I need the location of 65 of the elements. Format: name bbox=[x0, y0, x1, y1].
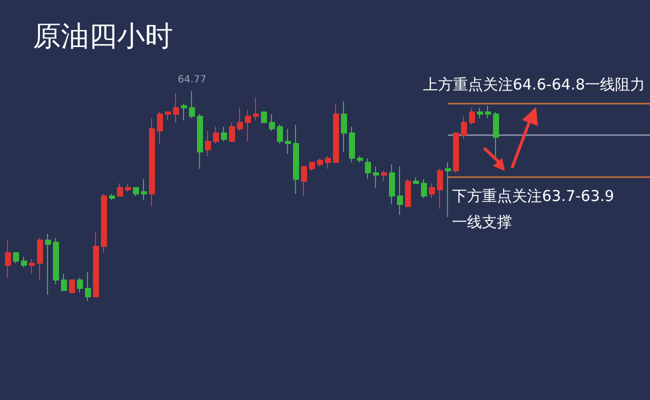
candlestick bbox=[221, 126, 227, 142]
candlestick bbox=[157, 112, 163, 144]
chart-title: 原油四小时 bbox=[33, 20, 173, 52]
candlestick bbox=[325, 156, 331, 170]
candlestick bbox=[429, 182, 435, 199]
candlestick bbox=[301, 166, 307, 196]
candlestick bbox=[245, 109, 251, 142]
candlestick bbox=[469, 107, 475, 126]
candlestick bbox=[421, 178, 427, 199]
candlestick bbox=[189, 90, 195, 119]
candlestick bbox=[5, 240, 11, 278]
candlestick bbox=[85, 271, 91, 302]
candlestick bbox=[461, 116, 467, 140]
candlestick bbox=[213, 126, 219, 144]
candlestick bbox=[205, 130, 211, 157]
candlestick bbox=[285, 128, 291, 154]
candlestick bbox=[357, 156, 363, 163]
candlestick bbox=[437, 168, 443, 210]
candlestick bbox=[341, 101, 347, 152]
candlestick bbox=[197, 114, 203, 170]
candlestick bbox=[277, 124, 283, 144]
candlestick bbox=[109, 193, 115, 201]
candlestick bbox=[365, 158, 371, 180]
candlestick bbox=[317, 158, 323, 168]
candlestick bbox=[237, 107, 243, 132]
candlestick bbox=[413, 176, 419, 184]
candlestick bbox=[77, 277, 83, 294]
candlestick bbox=[29, 258, 35, 274]
candlestick bbox=[253, 96, 259, 121]
candlestick bbox=[261, 112, 267, 123]
ref-line-label: 上方重点关注64.6-64.8一线阻力 bbox=[422, 76, 645, 94]
candlestick bbox=[373, 166, 379, 188]
candlestick bbox=[381, 170, 387, 182]
candlestick bbox=[453, 132, 459, 174]
candlestick bbox=[333, 103, 339, 163]
candlestick bbox=[69, 280, 75, 294]
candlestick bbox=[125, 182, 131, 192]
candlestick bbox=[389, 164, 395, 205]
candlestick bbox=[269, 114, 275, 132]
candlestick bbox=[101, 193, 107, 254]
ref-line-label: 下方重点关注63.7-63.9 一线支撑 bbox=[452, 187, 614, 232]
candlestick bbox=[141, 178, 147, 201]
candlestick bbox=[485, 105, 491, 119]
candlestick bbox=[293, 124, 299, 194]
candlestick bbox=[477, 107, 483, 119]
candlestick bbox=[21, 256, 27, 268]
candlestick bbox=[45, 233, 51, 296]
annotation: 64.77 bbox=[178, 74, 206, 86]
candlestick bbox=[349, 126, 355, 163]
candlestick bbox=[405, 178, 411, 207]
candlestick bbox=[13, 252, 19, 264]
candlestick bbox=[173, 92, 179, 123]
candlestick bbox=[397, 166, 403, 216]
candlestick bbox=[53, 238, 59, 285]
candlestick bbox=[165, 112, 171, 121]
candlestick bbox=[229, 122, 235, 142]
candlestick bbox=[309, 162, 315, 172]
candlestick bbox=[93, 231, 99, 298]
candlestick bbox=[61, 273, 67, 291]
candlestick bbox=[117, 182, 123, 196]
candlestick bbox=[181, 103, 187, 121]
candlestick bbox=[37, 238, 43, 280]
candlestick bbox=[445, 162, 451, 218]
candlestick bbox=[149, 118, 155, 207]
candlestick bbox=[133, 187, 139, 196]
